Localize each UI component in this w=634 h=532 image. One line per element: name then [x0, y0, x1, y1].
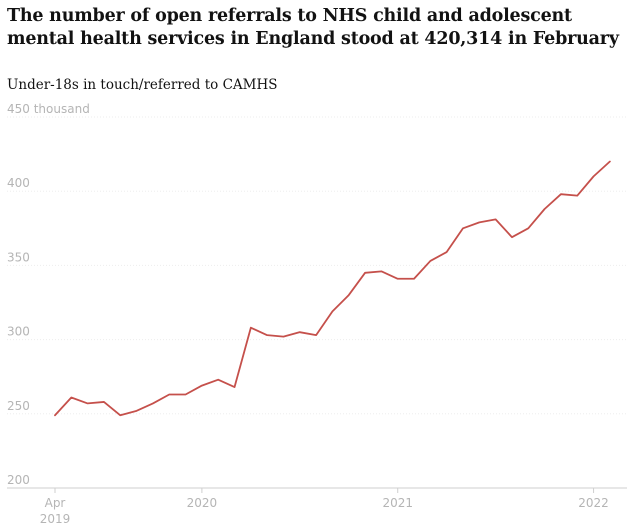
series-line: [54, 160, 611, 417]
y-tick-label: 200: [7, 473, 30, 487]
y-tick-label: 250: [7, 399, 30, 413]
x-tick-label: 2022: [578, 496, 609, 510]
x-tick-label: 2020: [187, 496, 218, 510]
x-axis-ticks: Apr 2019 2020 2021 2022: [40, 488, 609, 526]
chart-title: The number of open referrals to NHS chil…: [7, 6, 619, 49]
gridlines: [7, 116, 627, 489]
x-tick-label-year: 2019: [40, 512, 71, 526]
y-tick-label: 450 thousand: [7, 102, 90, 116]
x-tick-label: Apr: [45, 496, 66, 510]
y-tick-label: 350: [7, 250, 30, 264]
series-layer: [54, 160, 611, 417]
chart-subtitle: Under-18s in touch/referred to CAMHS: [7, 77, 278, 93]
y-axis-ticks: 200 250 300 350 400 450 thousand: [7, 102, 90, 487]
y-tick-label: 400: [7, 176, 30, 190]
y-tick-label: 300: [7, 325, 30, 339]
x-tick-label: 2021: [382, 496, 413, 510]
